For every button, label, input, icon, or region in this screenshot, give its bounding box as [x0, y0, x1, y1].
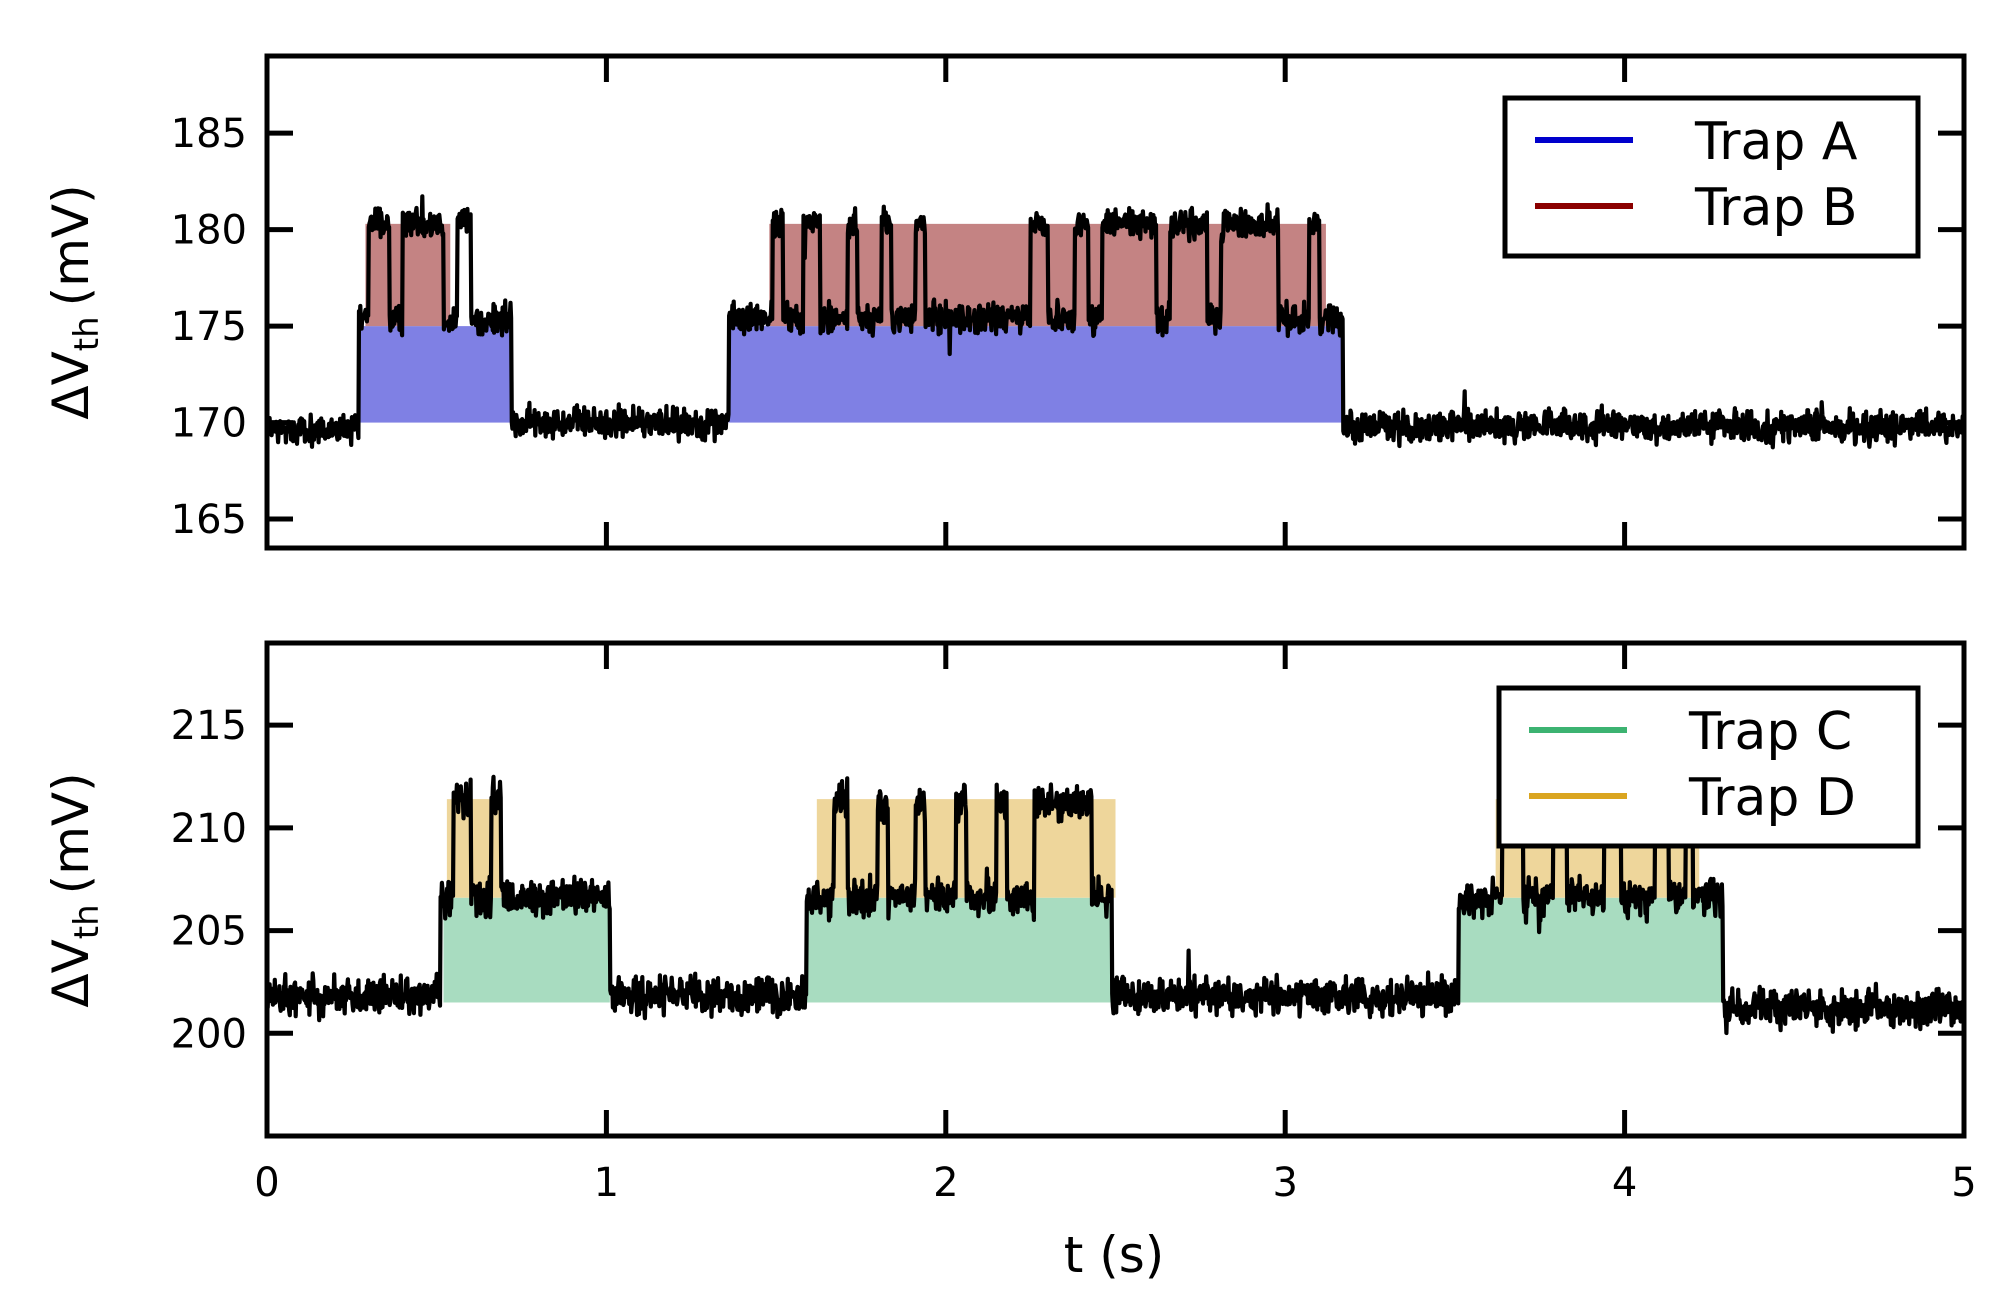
band-trap-c-3 [1458, 897, 1724, 1003]
bottom-plot-frame [264, 640, 1967, 1139]
legend-label: Trap D [1688, 768, 1856, 828]
y-tick-label: 205 [171, 909, 247, 955]
x-tick-label: 2 [933, 1160, 958, 1206]
x-tick-label: 3 [1272, 1160, 1297, 1206]
bottom-y-ticks: 200 205 210 215 [171, 703, 1964, 1057]
band-trap-a-1 [358, 326, 512, 423]
y-tick-label: 170 [171, 401, 247, 447]
y-tick-label: 210 [171, 806, 247, 852]
x-tick-label: 0 [254, 1160, 279, 1206]
y-tick-label: 175 [171, 304, 247, 350]
x-tick-label: 1 [594, 1160, 619, 1206]
y-tick-label: 215 [171, 703, 247, 749]
legend-label: Trap C [1688, 702, 1852, 762]
legend-box [1502, 95, 1921, 259]
top-plot-frame [264, 53, 1967, 551]
bottom-signal-trace [264, 774, 1967, 1036]
y-tick-label: 200 [171, 1011, 247, 1057]
y-tick-label: 180 [171, 208, 247, 254]
signal-line [265, 194, 1966, 450]
top-y-ticks: 165 170 175 180 185 [171, 111, 1964, 543]
bottom-y-axis-label: ΔVth(mV) [42, 772, 107, 1007]
top-y-axis-label: ΔVth(mV) [42, 184, 107, 419]
legend-box [1496, 685, 1921, 849]
x-axis-label: t (s) [1064, 1226, 1165, 1284]
x-tick-label: 5 [1951, 1160, 1976, 1206]
x-tick-label: 4 [1612, 1160, 1637, 1206]
band-trap-a-2 [728, 326, 1343, 423]
top-signal-trace [265, 194, 1966, 450]
legend-label: Trap B [1694, 178, 1858, 238]
signal-line [264, 774, 1967, 1036]
y-tick-label: 165 [171, 497, 247, 543]
band-trap-c-1 [443, 897, 610, 1003]
y-tick-label: 185 [171, 111, 247, 157]
legend-label: Trap A [1694, 112, 1858, 172]
band-trap-b-1 [365, 223, 451, 327]
band-trap-c-2 [806, 897, 1113, 1003]
panel-bottom-trap-c-d: 200 205 210 215 0 1 2 3 4 5 ΔVth(mV) Trap CTrap … [42, 640, 1977, 1206]
